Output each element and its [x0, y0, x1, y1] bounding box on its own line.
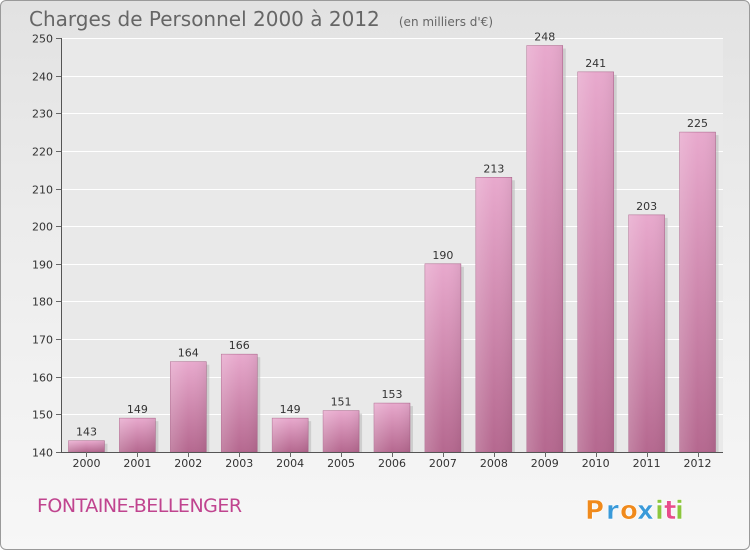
- bar-highlight: [679, 132, 716, 452]
- logo-letter: o: [620, 496, 638, 526]
- bar-highlight: [424, 263, 461, 452]
- y-tick-label: 250: [32, 33, 53, 46]
- bar-highlight: [221, 354, 258, 452]
- x-tick-label: 2000: [72, 457, 100, 470]
- x-tick-label: 2006: [378, 457, 406, 470]
- x-tick-label: 2009: [531, 457, 559, 470]
- bar-highlight: [170, 361, 207, 452]
- data-label: 213: [483, 162, 504, 175]
- y-tick-label: 180: [32, 296, 53, 309]
- data-label: 248: [534, 31, 555, 44]
- data-label: 203: [636, 200, 657, 213]
- data-label: 151: [331, 396, 352, 409]
- title-row: Charges de Personnel 2000 à 2012 (en mil…: [29, 7, 493, 31]
- data-label: 149: [280, 403, 301, 416]
- bar-highlight: [628, 214, 665, 452]
- x-tick-label: 2011: [633, 457, 661, 470]
- x-tick-label: 2002: [174, 457, 202, 470]
- logo-letter: P: [585, 496, 604, 526]
- bar-highlight: [526, 45, 563, 452]
- data-label: 153: [382, 388, 403, 401]
- data-label: 149: [127, 403, 148, 416]
- bar-highlight: [374, 403, 410, 452]
- logo-letter: i: [655, 496, 664, 526]
- y-tick-label: 220: [32, 146, 53, 159]
- data-label: 225: [687, 117, 708, 130]
- x-tick-label: 2012: [684, 457, 712, 470]
- logo-letter: r: [606, 496, 619, 526]
- x-tick-label: 2004: [276, 457, 304, 470]
- y-tick-label: 150: [32, 409, 53, 422]
- x-tick-label: 2007: [429, 457, 457, 470]
- bar-highlight: [577, 71, 614, 452]
- y-tick-label: 210: [32, 184, 53, 197]
- bar-highlight: [475, 177, 512, 452]
- x-tick-label: 2003: [225, 457, 253, 470]
- data-label: 164: [178, 347, 199, 360]
- bar-highlight: [323, 410, 360, 452]
- bar-highlight: [119, 418, 156, 452]
- y-tick-label: 160: [32, 372, 53, 385]
- data-label: 241: [585, 57, 606, 70]
- y-tick-label: 170: [32, 334, 53, 347]
- y-tick-label: 140: [32, 447, 53, 460]
- chart-subtitle: (en milliers d'€): [398, 15, 493, 29]
- y-tick-label: 230: [32, 108, 53, 121]
- y-tick-label: 200: [32, 221, 53, 234]
- chart-title: Charges de Personnel 2000 à 2012: [29, 7, 380, 31]
- x-tick-label: 2008: [480, 457, 508, 470]
- logo-letter: x: [637, 496, 654, 526]
- x-tick-label: 2010: [582, 457, 610, 470]
- bar-highlight: [68, 440, 105, 452]
- commune-name: FONTAINE-BELLENGER: [37, 495, 242, 517]
- logo-letter: i: [675, 496, 684, 526]
- x-tick-label: 2001: [123, 457, 151, 470]
- logo-letter: t: [664, 496, 676, 526]
- bar-highlight: [272, 418, 309, 452]
- x-tick-label: 2005: [327, 457, 355, 470]
- y-tick-label: 190: [32, 259, 53, 272]
- y-tick-label: 240: [32, 71, 53, 84]
- data-label: 190: [432, 249, 453, 262]
- data-label: 143: [76, 426, 97, 439]
- data-label: 166: [229, 339, 250, 352]
